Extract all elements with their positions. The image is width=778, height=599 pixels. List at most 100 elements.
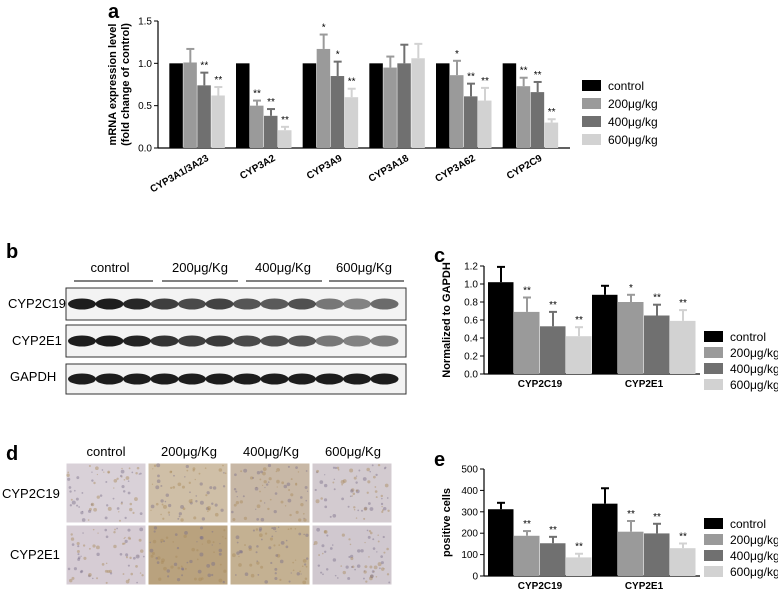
significance-label: ** [467,72,475,83]
legend-swatch [582,116,601,127]
wb-band [260,335,289,347]
significance-label: ** [200,61,208,72]
significance-label: ** [653,512,661,523]
wb-group-label-400: 400μg/Kg [255,260,311,275]
chart-c-western-quant: 0.0 0.2 0.4 0.6 0.8 1.0 1.2 Normalized to GAPDH… [441,262,778,393]
wb-band [205,335,234,347]
bar [488,282,514,374]
wb-band [123,373,151,385]
ihc-tile [229,524,311,586]
bar [316,48,331,148]
significance-label: ** [534,70,542,81]
wb-group-label-200: 200μg/Kg [172,260,228,275]
bar [197,85,211,148]
significance-label: ** [214,75,222,86]
wb-band [178,298,206,310]
wb-band [260,298,289,310]
significance-label: * [336,50,340,61]
ihc-row-label-cyp2c19: CYP2C19 [2,486,60,501]
category-label: CYP3A9 [305,153,345,182]
bar [540,543,566,576]
wb-band [150,298,179,310]
category-label: CYP2C19 [518,581,563,592]
bar [618,302,644,374]
significance-label: ** [481,76,489,87]
wb-band [68,335,96,347]
bar [211,95,225,148]
significance-label: ** [348,77,356,88]
bar [383,67,397,148]
y-tick-label: 0.0 [464,370,478,381]
legend-label: 200μg/kg [730,346,778,360]
y-axis-title: mRNA expression level(fold change of con… [107,23,132,146]
bar [302,63,317,149]
bar [644,315,670,374]
ihc-col-label-control: control [86,444,125,459]
wb-band [205,373,234,385]
legend-swatch [704,347,723,358]
bar [397,63,411,149]
legend-label: 400μg/kg [730,549,778,563]
significance-label: ** [549,525,557,536]
bar [592,503,618,576]
wb-blot-strips [65,287,407,395]
wb-band [343,335,371,347]
significance-label: * [455,49,459,60]
wb-band [288,335,316,347]
wb-band [123,298,151,310]
wb-band [370,335,399,347]
wb-band [95,335,124,347]
legend-label: 600μg/kg [608,133,658,147]
wb-band [315,298,344,310]
y-tick-label: 1.0 [138,59,152,70]
wb-band [315,335,344,347]
significance-label: ** [253,89,261,100]
panel-letter-d: d [6,443,18,465]
y-tick-label: 0.0 [138,144,152,155]
y-tick-label: 0.5 [138,101,152,112]
y-axis-title: Normalized to GAPDH [441,262,453,378]
bar [169,63,183,149]
y-tick-label: 200 [461,529,478,540]
wb-strip-gapdh [65,363,407,395]
ihc-tile [147,524,229,586]
western-blot-panel: control 200μg/Kg 400μg/Kg 600μg/Kg CYP2C… [8,260,407,395]
wb-band [288,298,316,310]
wb-band [68,373,96,385]
ihc-tiles [65,462,393,586]
significance-label: * [629,283,633,294]
wb-band [315,373,344,385]
wb-band [370,298,399,310]
significance-label: ** [549,300,557,311]
bar [670,548,696,576]
wb-band [233,298,261,310]
legend-label: control [608,79,644,93]
bar [502,63,517,149]
bar [540,326,566,374]
ihc-col-label-400: 400μg/Kg [243,444,299,459]
wb-band [260,373,289,385]
y-tick-label: 500 [461,465,478,476]
y-tick-label: 300 [461,507,478,518]
panel-letter-c: c [434,245,445,267]
bar [566,557,592,576]
wb-band [233,335,261,347]
significance-label: ** [679,298,687,309]
category-label: CYP2E1 [625,379,664,390]
ihc-col-label-600: 600μg/Kg [325,444,381,459]
significance-label: ** [679,531,687,542]
wb-group-label-600: 600μg/Kg [336,260,392,275]
legend-label: 600μg/kg [730,565,778,579]
wb-row-label-cyp2e1: CYP2E1 [12,333,62,348]
chart-e-positive-cells: 0 100 200 300 400 500 positive cells ** ** ** CYP2… [441,465,778,593]
category-label: CYP3A2 [238,153,278,182]
legend-label: 200μg/kg [730,533,778,547]
legend-swatch [704,379,723,390]
wb-strip-cyp2c19 [65,287,407,321]
ihc-col-label-200: 200μg/Kg [161,444,217,459]
ihc-tile [65,462,147,524]
legend-label: 400μg/kg [730,362,778,376]
bar [514,535,540,576]
ihc-panel: control 200μg/Kg 400μg/Kg 600μg/Kg CYP2C… [2,444,393,586]
category-label: CYP3A18 [367,153,411,185]
